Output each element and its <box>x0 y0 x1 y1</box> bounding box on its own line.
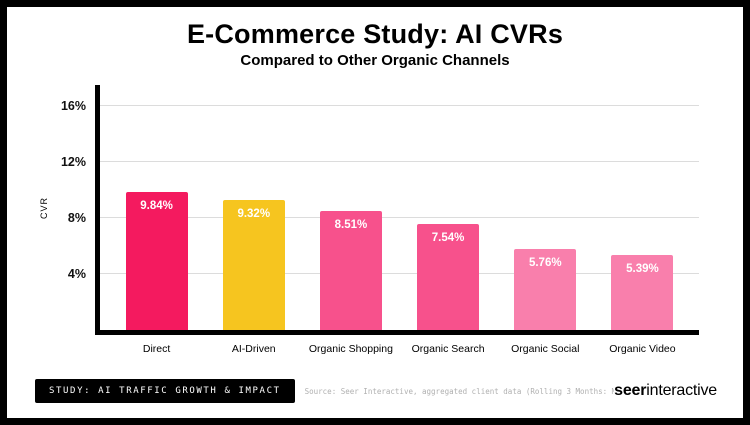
bar-organic-video: 5.39% <box>611 254 674 330</box>
logo-bold-part: seer <box>614 382 647 399</box>
bar-value-label: 8.51% <box>334 218 368 231</box>
gridline <box>100 273 699 274</box>
page-subtitle: Compared to Other Organic Channels <box>240 52 510 69</box>
bar-column: 7.54% <box>400 85 497 330</box>
category-labels: Direct AI-Driven Organic Shopping Organic S… <box>95 343 699 355</box>
gridline <box>100 105 699 106</box>
footer: STUDY: AI TRAFFIC GROWTH & IMPACT Source… <box>7 379 743 403</box>
category-label: AI-Driven <box>231 343 276 355</box>
y-axis-tick-label: 4% <box>67 267 86 281</box>
bar-column: 8.51% <box>302 85 399 330</box>
bar-value-label: 5.76% <box>528 257 562 270</box>
bar-value-label: 9.84% <box>140 200 173 213</box>
y-axis-tick-label: 12% <box>60 155 86 169</box>
bar-value-label: 5.39% <box>626 262 659 275</box>
logo-regular-part: interactive <box>646 382 717 399</box>
plot-area: CVR 9.84% 9.32% 8.51% 7.54% 5.76% 5.39% 4% 8% 1… <box>39 85 699 335</box>
category-label: Organic Video <box>609 343 676 355</box>
bar-organic-search: 7.54% <box>417 224 480 330</box>
bar-organic-shopping: 8.51% <box>319 210 382 330</box>
gridline <box>100 217 699 218</box>
y-axis-tick-label: 16% <box>60 99 86 113</box>
source-text: Source: Seer Interactive, aggregated cli… <box>304 386 615 396</box>
page-title: E-Commerce Study: AI CVRs <box>186 19 564 49</box>
bars: 9.84% 9.32% 8.51% 7.54% 5.76% 5.39% <box>100 85 699 330</box>
gridline <box>100 161 699 162</box>
header: E-Commerce Study: AI CVRs Compared to Ot… <box>7 7 743 69</box>
category-label: Organic Search <box>411 343 485 355</box>
bar-direct: 9.84% <box>125 192 188 330</box>
category-label: Organic Social <box>511 343 580 355</box>
bar-value-label: 9.32% <box>237 207 271 220</box>
y-axis-tick-label: 8% <box>67 211 86 225</box>
category-label: Direct <box>142 343 171 355</box>
category-label: Organic Shopping <box>308 343 393 355</box>
bar-chart: CVR 9.84% 9.32% 8.51% 7.54% 5.76% 5.39% 4% 8% 1… <box>39 85 699 355</box>
bar-value-label: 7.54% <box>431 232 465 245</box>
y-axis-label: CVR <box>39 196 49 219</box>
study-badge: STUDY: AI TRAFFIC GROWTH & IMPACT <box>35 379 295 403</box>
bar-column: 9.84% <box>108 85 205 330</box>
bar-ai-driven: 9.32% <box>222 199 285 330</box>
bar-organic-social: 5.76% <box>514 249 577 330</box>
seer-interactive-logo: seerinteractive <box>614 382 717 400</box>
bar-column: 9.32% <box>205 85 302 330</box>
bar-column: 5.76% <box>497 85 594 330</box>
bar-column: 5.39% <box>594 85 691 330</box>
